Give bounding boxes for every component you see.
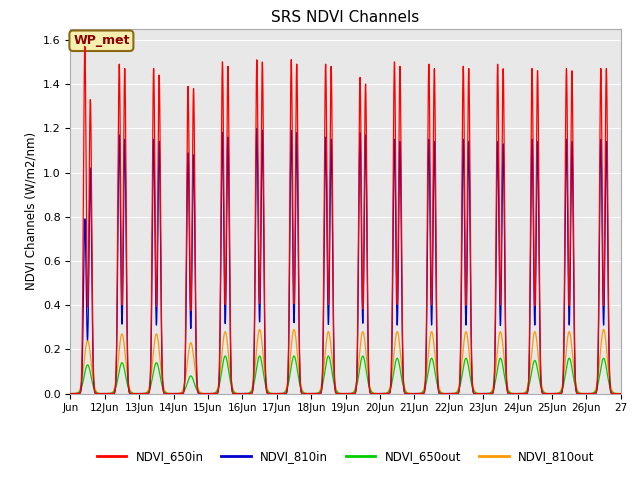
Text: WP_met: WP_met: [73, 34, 130, 47]
Legend: NDVI_650in, NDVI_810in, NDVI_650out, NDVI_810out: NDVI_650in, NDVI_810in, NDVI_650out, NDV…: [92, 445, 599, 468]
Y-axis label: NDVI Channels (W/m2/nm): NDVI Channels (W/m2/nm): [24, 132, 37, 290]
Title: SRS NDVI Channels: SRS NDVI Channels: [271, 10, 420, 25]
